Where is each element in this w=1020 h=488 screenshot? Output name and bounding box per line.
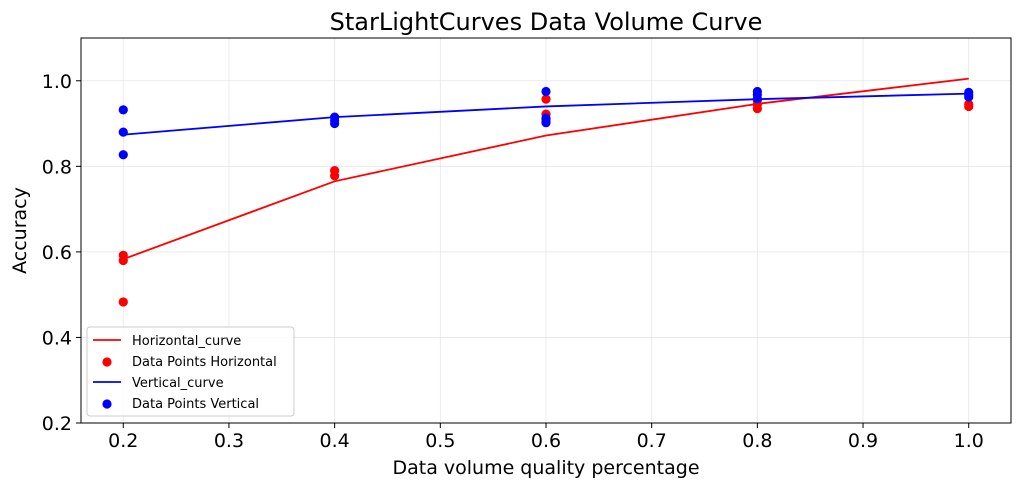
- x-tick-label: 0.6: [531, 430, 561, 452]
- x-axis-label: Data volume quality percentage: [392, 457, 699, 479]
- data-point-1: [964, 101, 974, 112]
- data-point-3: [964, 92, 974, 102]
- series-line-2: [123, 92, 969, 136]
- x-tick-label: 0.5: [425, 430, 455, 452]
- data-point-3: [118, 150, 128, 160]
- x-tick-label: 0.9: [848, 430, 878, 452]
- data-point-1: [118, 255, 128, 266]
- legend-label: Horizontal_curve: [132, 334, 241, 349]
- y-axis-label: Accuracy: [9, 187, 31, 274]
- y-tick-label: 0.2: [42, 413, 72, 435]
- legend-label: Vertical_curve: [132, 376, 224, 391]
- legend: Horizontal_curve Data Points Horizontal Ve…: [86, 326, 295, 417]
- data-point-3: [752, 94, 762, 104]
- chart-title: StarLightCurves Data Volume Curve: [330, 8, 763, 36]
- plot-series: [118, 77, 974, 307]
- x-tick-label: 0.7: [637, 430, 667, 452]
- legend-label: Data Points Vertical: [132, 397, 259, 412]
- data-point-1: [330, 171, 340, 181]
- data-point-3: [541, 86, 551, 97]
- series-line-0: [122, 77, 969, 261]
- data-point-3: [118, 105, 128, 115]
- y-tick-label: 1.0: [42, 71, 72, 93]
- data-point-3: [541, 118, 551, 128]
- x-tick-label: 0.3: [214, 430, 244, 452]
- legend-swatch-marker: [102, 399, 112, 409]
- x-tick-label: 0.2: [108, 430, 138, 452]
- x-tick-label: 0.4: [320, 430, 350, 452]
- y-tick-label: 0.6: [42, 242, 72, 264]
- data-point-1: [752, 103, 762, 114]
- data-point-3: [118, 127, 128, 137]
- legend-box: [86, 326, 295, 417]
- data-point-1: [541, 94, 551, 104]
- legend-swatch-marker: [102, 357, 112, 367]
- y-tick-label: 0.4: [42, 327, 72, 349]
- y-tick-label: 0.8: [42, 156, 72, 178]
- x-tick-label: 1.0: [954, 430, 984, 452]
- data-point-1: [118, 297, 128, 307]
- x-tick-label: 0.8: [742, 430, 772, 452]
- axis-ticks: 0.2 0.3 0.4 0.5 0.6 0.7 0.8 0.9 1.0 0.2 0.4 0.6 0.8 1…: [42, 71, 984, 452]
- data-point-3: [330, 118, 340, 129]
- legend-label: Data Points Horizontal: [132, 355, 277, 370]
